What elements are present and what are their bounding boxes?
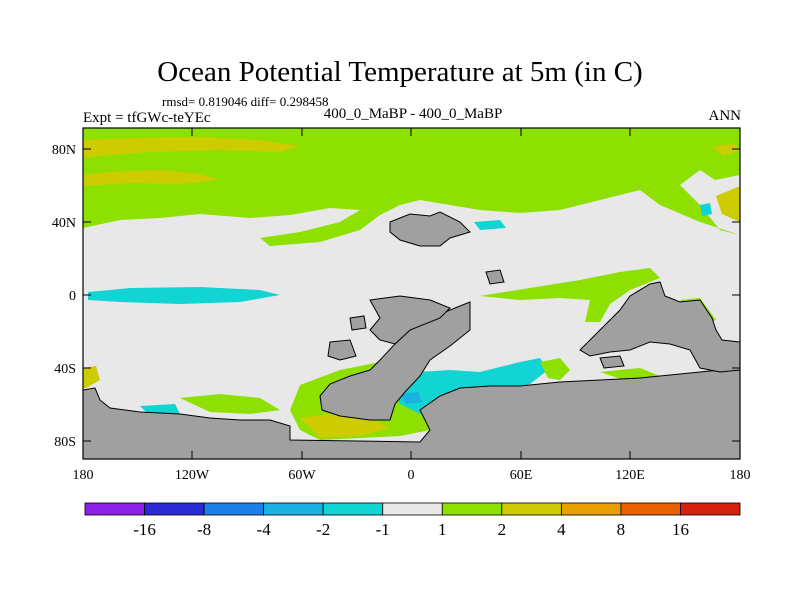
cool-patch-ne [700,203,712,216]
colorbar-swatch [84,502,145,516]
colorbar-swatch [501,502,562,516]
land-masses [83,211,740,459]
colorbar-swatch [441,502,503,516]
stats-text: rmsd= 0.819046 diff= 0.298458 [162,94,329,109]
map-field [83,128,740,459]
lon-label-60w: 60W [288,468,316,483]
yellow-patch-east [716,186,740,222]
europe [389,211,471,247]
asia-australia [579,281,740,373]
antarctica [83,367,740,459]
south-west-yellow [83,366,100,388]
lon-label-120e: 120E [615,468,645,483]
colorbar-swatch [322,502,384,516]
map-title: Ocean Potential Temperature at 5m (in C) [157,56,643,88]
north-yellow-streak [83,137,300,158]
colorbar-swatch [680,502,741,516]
colorbar-label: 2 [498,520,507,539]
colorbar-label: -1 [376,520,390,539]
south-america [319,301,471,421]
colorbar-swatch [620,502,681,516]
small-island-north [485,269,505,285]
colorbar-labels: -16 -8 -4 -2 -1 1 2 4 8 16 [133,520,689,539]
colorbar-label: -16 [133,520,156,539]
north-yellow-streak-2 [83,170,220,186]
south-pacific-warm [180,394,280,414]
island-south [327,339,357,361]
comparison-label: 400_0_MaBP - 400_0_MaBP [323,106,503,122]
africa-west [369,295,451,345]
colorbar-label: 8 [617,520,626,539]
lat-label-0: 0 [69,289,76,304]
season-label: ANN [708,108,742,124]
south-indian-cool [390,358,548,414]
colorbar-swatch [560,502,622,516]
island-east [599,355,625,369]
warm-patch-south-indian [540,358,570,380]
colorbar-label: -8 [197,520,211,539]
colorbar-label: 1 [438,520,447,539]
lat-label-80n: 80N [52,143,76,158]
colorbar-swatch [203,502,265,516]
indian-warm-band [480,268,660,322]
experiment-label: Expt = tfGWc-teYEc [83,110,211,126]
lat-label-80s: 80S [54,435,76,450]
colorbar-label: -4 [257,520,272,539]
north-warm-region [83,128,740,246]
equatorial-cool-band [88,287,280,304]
lat-label-40s: 40S [54,362,76,377]
lat-tick-marks [83,148,740,442]
cool-patch-atlantic [474,220,506,230]
cool-core [400,392,422,404]
yellow-patch-ne [712,144,740,156]
lon-label-180w: 180 [73,468,94,483]
colorbar-label: 4 [557,520,566,539]
lat-label-40n: 40N [52,216,76,231]
lon-label-180e: 180 [730,468,751,483]
colorbar-label: -2 [316,520,330,539]
colorbar-swatch [144,502,205,516]
colorbar [84,502,741,516]
lon-label-0: 0 [408,468,415,483]
island-small [349,315,367,331]
colorbar-label: 16 [672,520,689,539]
colorbar-swatch [263,502,324,516]
lon-label-60e: 60E [510,468,533,483]
lon-label-120w: 120W [175,468,210,483]
colorbar-swatch [382,502,443,516]
lon-tick-marks [191,128,631,459]
